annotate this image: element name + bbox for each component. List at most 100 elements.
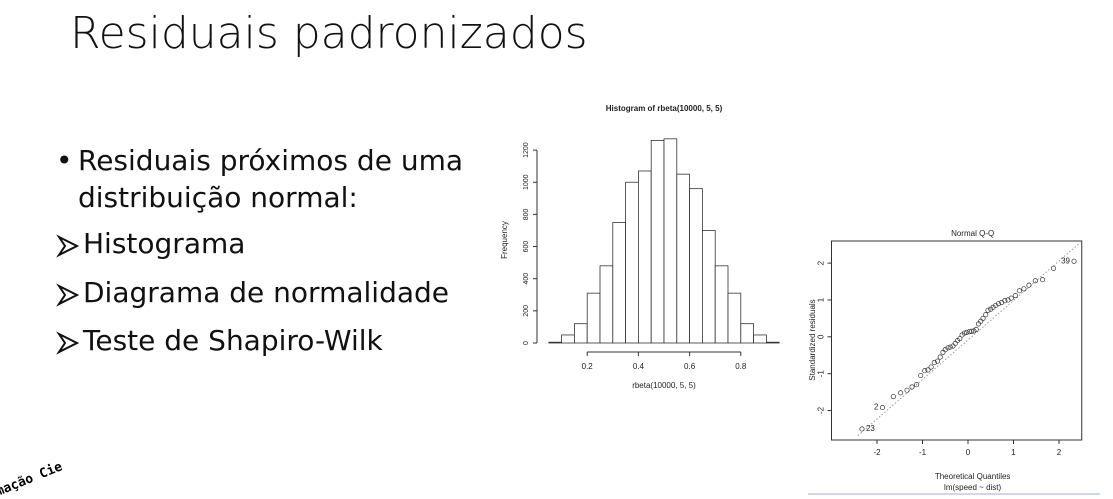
y-tick-label: 400 — [523, 273, 530, 285]
slide-title: Residuais padronizados — [70, 8, 588, 59]
point — [931, 360, 937, 366]
y-tick-label: -2 — [817, 406, 826, 414]
point-label: 39 — [1061, 256, 1070, 265]
y-axis-label: Frequency — [500, 221, 509, 259]
point — [1021, 286, 1027, 292]
bar — [586, 292, 601, 344]
point — [934, 358, 941, 364]
bar — [676, 173, 690, 344]
bar — [612, 222, 626, 344]
point — [945, 345, 951, 351]
point — [1026, 282, 1032, 288]
point — [925, 367, 931, 373]
bar — [766, 341, 780, 344]
bar — [714, 265, 729, 344]
bar — [753, 334, 767, 344]
point — [947, 344, 953, 350]
x-tick-label: 1 — [1011, 448, 1016, 457]
y-axis-label: Standardized residuals — [808, 299, 817, 380]
plot-frame — [831, 240, 1083, 441]
point — [928, 364, 934, 370]
bar — [599, 265, 614, 344]
sub-bullet-text: Teste de Shapiro-Wilk — [83, 324, 383, 357]
arrow-icon — [56, 331, 80, 355]
sub-bullet: Diagrama de normalidade — [56, 276, 449, 309]
bar — [727, 292, 742, 344]
point — [969, 328, 975, 334]
point — [995, 301, 1002, 307]
x-axis-label: Theoretical Quantiles — [935, 472, 1011, 481]
bar — [702, 230, 716, 344]
point — [985, 307, 991, 313]
point — [890, 393, 896, 400]
point — [1002, 298, 1008, 304]
arrow-icon — [56, 234, 80, 258]
y-tick-label: 200 — [523, 305, 530, 317]
x-tick-label: 0.4 — [633, 362, 645, 371]
bar — [548, 341, 562, 344]
point — [964, 329, 970, 335]
bar — [650, 140, 665, 344]
point — [1016, 288, 1022, 294]
x-axis-subtitle: lm(speed ~ dist) — [944, 483, 1001, 492]
x-tick-label: 2 — [1057, 448, 1062, 457]
point — [1032, 278, 1038, 284]
point — [973, 326, 979, 332]
x-tick-label: 0 — [966, 448, 971, 457]
point — [1008, 295, 1014, 301]
y-tick-label: 1200 — [523, 142, 530, 158]
bar — [574, 323, 588, 344]
point — [1012, 292, 1018, 299]
point — [957, 336, 963, 342]
point — [898, 390, 904, 396]
bar — [663, 138, 678, 344]
x-tick-label: 0.6 — [684, 362, 696, 371]
point — [904, 387, 910, 393]
chart-title: Histogram of rbeta(10000, 5, 5) — [606, 104, 723, 113]
reference-line — [857, 242, 1081, 436]
x-tick-label: 0.8 — [735, 362, 747, 371]
bullet-dot: • — [56, 144, 73, 177]
bar — [625, 181, 639, 344]
bar — [689, 188, 703, 344]
point — [1071, 258, 1077, 264]
y-tick-label: 0 — [523, 341, 530, 345]
point-label: 23 — [866, 424, 875, 433]
point — [859, 426, 865, 432]
sub-bullet-text: Histograma — [83, 227, 246, 260]
point — [879, 405, 886, 411]
sub-bullet-text: Diagrama de normalidade — [83, 276, 449, 309]
bullet-text: Residuais próximos de uma distribuição n… — [78, 144, 463, 214]
chart-title: Normal Q-Q — [951, 229, 994, 238]
y-tick-label: 2 — [817, 260, 826, 265]
bar — [638, 170, 652, 344]
sub-bullet: Teste de Shapiro-Wilk — [56, 324, 383, 357]
y-tick-label: 1 — [817, 297, 826, 302]
arrow-icon — [56, 283, 80, 307]
y-tick-label: 1000 — [523, 174, 530, 190]
point — [937, 354, 943, 360]
x-axis-label: rbeta(10000, 5, 5) — [632, 381, 696, 390]
x-tick-label: -1 — [919, 448, 927, 457]
point — [983, 312, 989, 318]
x-tick-label: 0.2 — [582, 362, 594, 371]
x-tick-label: -2 — [873, 448, 881, 457]
y-tick-label: 0 — [817, 334, 826, 339]
point — [914, 382, 920, 388]
point-label: 2 — [874, 403, 879, 412]
bar — [740, 323, 754, 344]
point — [909, 384, 915, 390]
sub-bullet: Histograma — [56, 227, 245, 260]
bar — [561, 334, 575, 344]
bullet: • Residuais próximos de uma distribuição… — [56, 142, 476, 216]
point — [1040, 277, 1046, 283]
y-tick-label: 600 — [523, 241, 530, 253]
y-tick-label: -1 — [817, 370, 826, 378]
point — [918, 372, 924, 379]
point — [922, 368, 928, 374]
point — [961, 330, 967, 336]
y-tick-label: 800 — [523, 208, 530, 220]
point — [980, 315, 986, 321]
